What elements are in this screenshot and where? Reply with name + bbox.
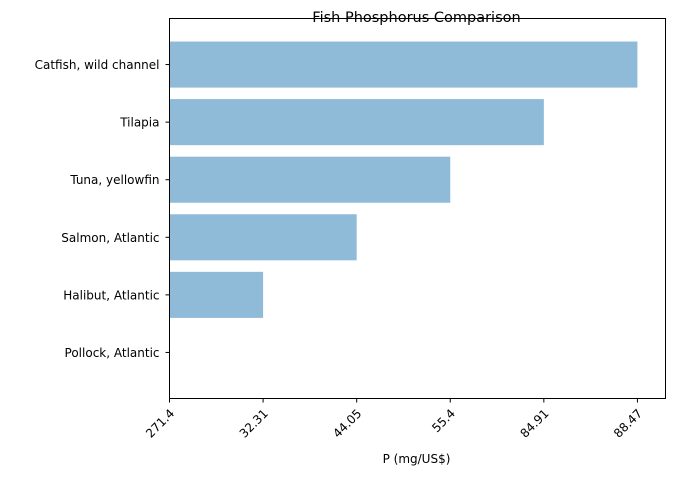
x-tick-label: 271.4 <box>143 406 177 440</box>
y-tick-label: Halibut, Atlantic <box>63 288 159 302</box>
x-tick-label: 32.31 <box>237 406 271 440</box>
y-tick-label: Pollock, Atlantic <box>65 346 160 360</box>
x-tick-label: 84.91 <box>517 406 551 440</box>
y-tick-label: Tuna, yellowfin <box>69 173 159 187</box>
bar <box>169 41 638 88</box>
plot-area-frame <box>169 18 666 399</box>
y-axis: Pollock, Atlantic Halibut, Atlantic Salmon… <box>35 58 170 360</box>
y-tick-label: Tilapia <box>119 116 159 130</box>
bars-layer <box>169 41 638 318</box>
bar <box>169 99 544 146</box>
y-tick-label: Catfish, wild channel <box>35 58 160 72</box>
x-axis-label: P (mg/US$) <box>383 452 451 466</box>
y-tick-label: Salmon, Atlantic <box>61 231 159 245</box>
x-tick-label: 55.4 <box>429 406 458 435</box>
bar <box>169 214 357 261</box>
bar <box>169 271 264 318</box>
bar <box>169 156 451 203</box>
x-tick-label: 44.05 <box>330 406 364 440</box>
x-axis: 271.4 32.31 44.05 55.4 84.91 88.47 <box>143 398 645 441</box>
x-tick-label: 88.47 <box>611 406 645 440</box>
